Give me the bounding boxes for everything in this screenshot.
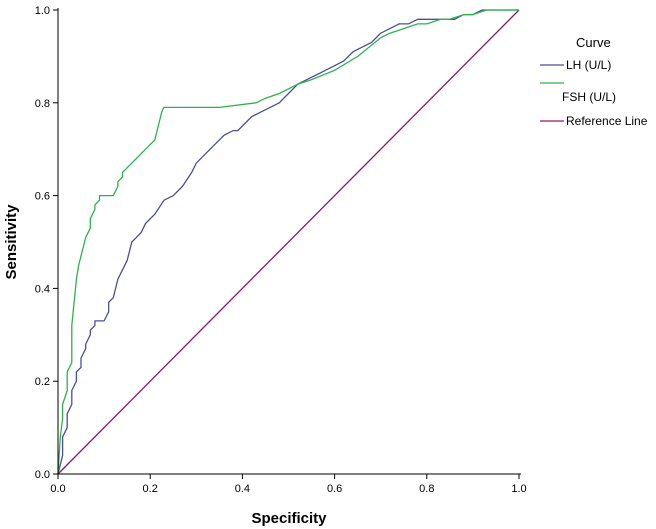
y-tick-label: 0.2 [35,376,50,388]
lh-u-l-legend-label: LH (U/L) [566,58,611,72]
y-axis-title: Sensitivity [3,204,20,280]
y-axis-ticks: 0.0 0.2 0.4 0.6 0.8 1.0 [35,5,58,481]
x-tick-label: 0.0 [50,483,65,495]
y-tick-label: 0.0 [35,469,50,481]
fsh-u-l-series-line [57,9,519,475]
x-axis-title: Specificity [251,510,327,527]
x-tick-label: 1.0 [511,483,526,495]
y-tick-label: 0.6 [35,191,50,203]
y-tick-label: 0.4 [35,283,50,295]
legend-title: Curve [576,35,611,50]
reference-line-legend-label: Reference Line [566,114,648,128]
lh-u-l-series-line [57,9,519,475]
plot-area [57,9,520,475]
x-tick-label: 0.2 [143,483,158,495]
x-axis-ticks: 0.0 0.2 0.4 0.6 0.8 1.0 [50,474,527,495]
legend: Curve LH (U/L) FSH (U/L) Reference Line [540,35,648,128]
y-tick-label: 0.8 [35,98,50,110]
reference-line-series-line [57,9,520,475]
x-tick-label: 0.6 [327,483,342,495]
x-tick-label: 0.4 [235,483,250,495]
x-tick-label: 0.8 [419,483,434,495]
fsh-u-l-legend-label: FSH (U/L) [562,90,616,104]
y-tick-label: 1.0 [35,5,50,17]
